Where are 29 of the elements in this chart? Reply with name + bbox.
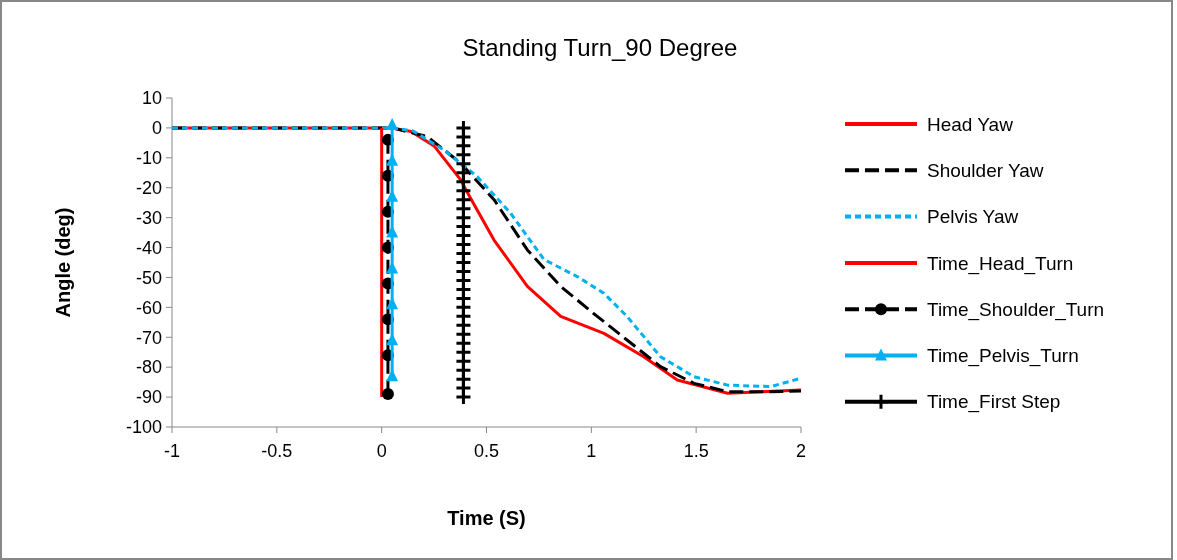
- x-tick-label: 1: [586, 441, 597, 461]
- legend-label: Head Yaw: [927, 113, 1014, 135]
- legend-label: Pelvis Yaw: [927, 206, 1019, 228]
- legend-label: Time_Shoulder_Turn: [927, 298, 1105, 321]
- x-tick-label: 0: [376, 441, 387, 461]
- y-tick-label: 10: [141, 88, 162, 109]
- y-axis-title: Angle (deg): [52, 207, 74, 318]
- x-axis-title: Time (S): [447, 507, 526, 529]
- y-tick-label: -70: [135, 327, 162, 348]
- y-tick-label: -10: [135, 148, 162, 169]
- y-tick-label: -30: [135, 207, 162, 228]
- y-tick-label: -40: [135, 237, 162, 258]
- legend-label: Time_First Step: [927, 391, 1061, 414]
- x-tick-label: 2: [795, 441, 807, 461]
- y-tick-label: -50: [135, 267, 162, 288]
- y-tick-label: -20: [135, 178, 162, 199]
- y-tick-label: -100: [125, 417, 162, 438]
- x-tick-label: -1: [163, 441, 181, 461]
- x-tick-label: 1.5: [683, 441, 709, 461]
- legend-label: Shoulder Yaw: [927, 159, 1044, 181]
- y-tick-label: -60: [135, 297, 162, 318]
- chart-title: Standing Turn_90 Degree: [462, 34, 738, 61]
- y-tick-label: 0: [151, 118, 162, 139]
- legend-label: Time_Head_Turn: [927, 252, 1074, 275]
- legend-label: Time_Pelvis_Turn: [927, 345, 1079, 368]
- y-tick-label: -80: [135, 357, 162, 378]
- y-tick-label: -90: [135, 387, 162, 408]
- x-tick-label: -0.5: [261, 441, 293, 461]
- x-tick-label: 0.5: [473, 441, 500, 461]
